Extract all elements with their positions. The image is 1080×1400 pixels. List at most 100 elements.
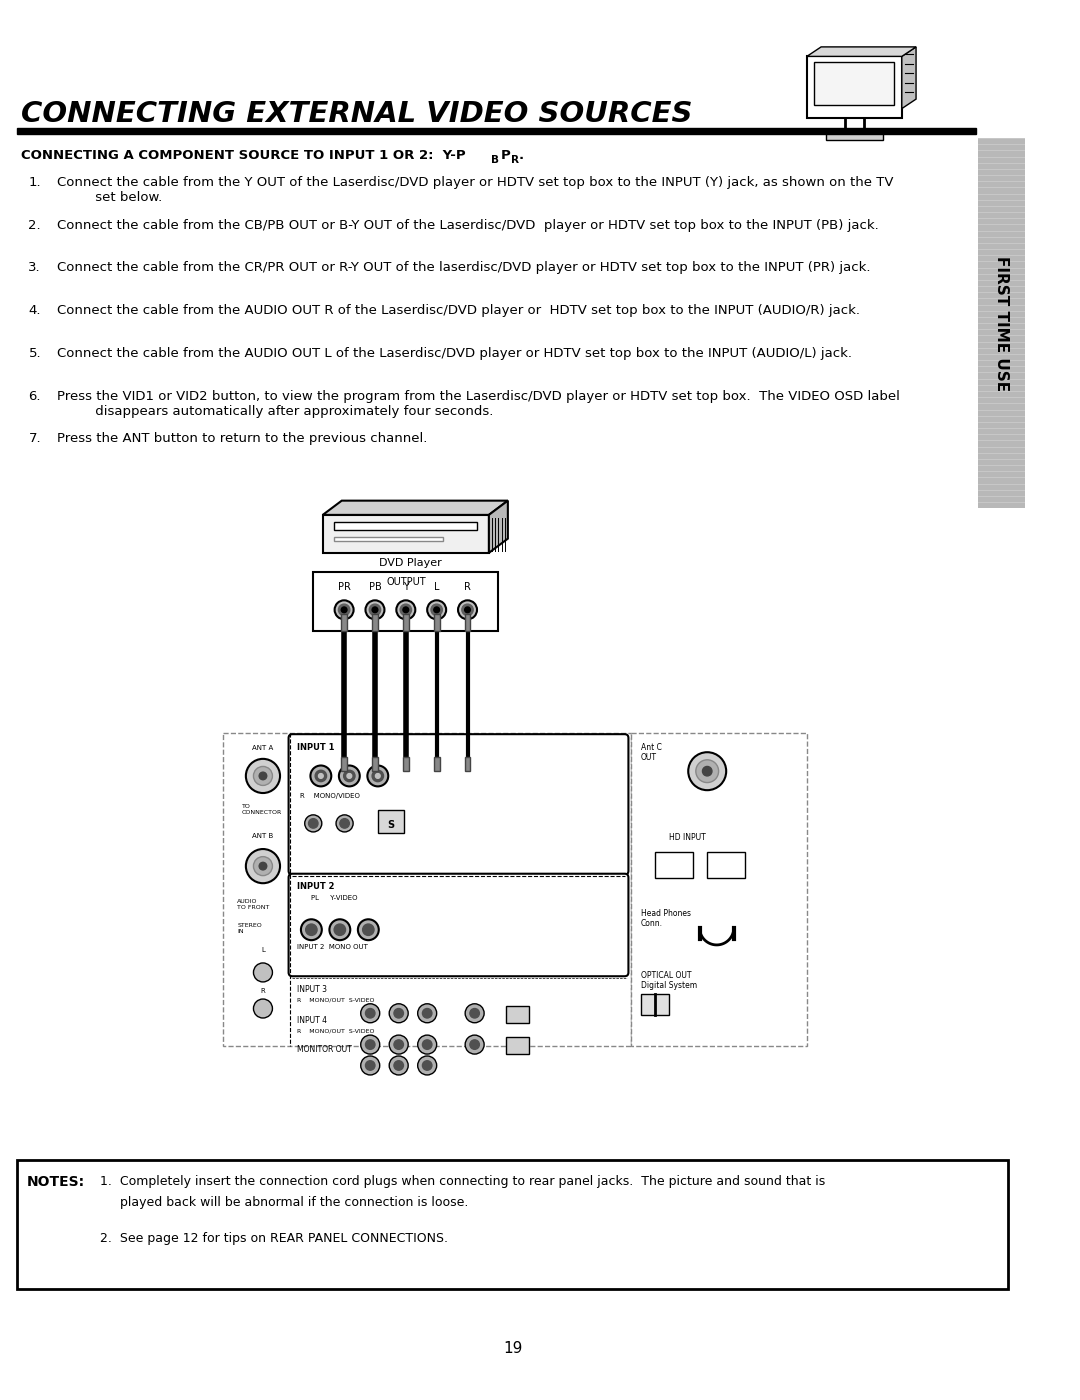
Circle shape [361,1004,380,1023]
Circle shape [305,815,322,832]
Text: 1.  Completely insert the connection cord plugs when connecting to rear panel ja: 1. Completely insert the connection cord… [99,1175,825,1187]
Circle shape [696,760,718,783]
Text: R    MONO/VIDEO: R MONO/VIDEO [300,792,360,799]
Circle shape [361,1035,380,1054]
Circle shape [254,963,272,981]
Bar [464,757,471,771]
Bar [334,522,477,531]
Text: Connect the cable from the Y OUT of the Laserdisc/DVD player or HDTV set top box: Connect the cable from the Y OUT of the … [57,176,893,204]
Circle shape [365,1061,375,1070]
Bar [341,757,347,771]
Circle shape [357,920,379,941]
Circle shape [301,920,322,941]
Bar [977,139,1025,508]
Bar [323,515,489,553]
Bar [403,757,408,771]
Bar [464,613,471,631]
Text: INPUT 1: INPUT 1 [297,743,335,752]
Circle shape [422,1040,432,1050]
Text: MONITOR OUT: MONITOR OUT [297,1044,352,1054]
Bar [826,133,882,140]
Circle shape [396,601,416,619]
Text: INPUT 2: INPUT 2 [297,882,335,892]
Circle shape [389,1056,408,1075]
Bar [373,613,378,631]
Text: NOTES:: NOTES: [27,1175,84,1189]
Circle shape [246,848,280,883]
Text: 7.: 7. [28,433,41,445]
Bar [814,62,894,105]
Circle shape [431,605,443,616]
Circle shape [434,608,440,613]
Text: R: R [260,987,266,994]
Circle shape [335,601,353,619]
Text: B: B [490,155,499,165]
Bar [505,1005,529,1023]
Circle shape [343,770,355,781]
Circle shape [336,815,353,832]
Text: R    MONO/OUT  S-VIDEO: R MONO/OUT S-VIDEO [297,1029,375,1033]
Circle shape [465,1035,484,1054]
Circle shape [338,605,350,616]
Polygon shape [323,501,508,515]
Text: 6.: 6. [28,389,41,403]
Circle shape [306,924,318,935]
Text: Connect the cable from the AUDIO OUT L of the Laserdisc/DVD player or HDTV set t: Connect the cable from the AUDIO OUT L o… [57,347,852,360]
Circle shape [365,1040,375,1050]
Text: R: R [464,582,471,592]
Circle shape [688,752,726,790]
Text: Connect the cable from the AUDIO OUT R of the Laserdisc/DVD player or  HDTV set : Connect the cable from the AUDIO OUT R o… [57,304,860,318]
Circle shape [319,774,323,778]
Bar [17,127,976,134]
Text: ANT B: ANT B [253,833,273,839]
Circle shape [394,1040,404,1050]
Text: R: R [511,155,518,165]
Bar [378,811,404,833]
Text: INPUT 2  MONO OUT: INPUT 2 MONO OUT [297,944,368,951]
Text: L: L [261,946,265,953]
Circle shape [341,608,347,613]
Text: Y: Y [403,582,408,592]
Bar [373,757,378,771]
Text: 2.: 2. [28,218,41,232]
Circle shape [403,608,408,613]
Text: Ant C
OUT: Ant C OUT [640,743,662,762]
Circle shape [315,770,326,781]
Circle shape [361,1056,380,1075]
Circle shape [465,1004,484,1023]
Bar [505,1037,529,1054]
Circle shape [310,766,332,787]
Text: R    MONO/OUT  S-VIDEO: R MONO/OUT S-VIDEO [297,997,375,1002]
Text: DVD Player: DVD Player [379,557,442,567]
Bar [341,613,347,631]
Circle shape [369,605,380,616]
Bar [654,851,693,878]
Bar [640,994,670,1015]
Circle shape [367,766,388,787]
Polygon shape [902,46,916,109]
Text: 3.: 3. [28,262,41,274]
Circle shape [365,601,384,619]
Circle shape [394,1008,404,1018]
Circle shape [458,601,477,619]
Circle shape [246,759,280,792]
Circle shape [394,1061,404,1070]
Circle shape [259,773,267,780]
Circle shape [400,605,411,616]
Text: CONNECTING A COMPONENT SOURCE TO INPUT 1 OR 2:  Y-P: CONNECTING A COMPONENT SOURCE TO INPUT 1… [21,150,465,162]
Text: Head Phones
Conn.: Head Phones Conn. [640,909,691,928]
Circle shape [329,920,350,941]
Text: 2.  See page 12 for tips on REAR PANEL CONNECTIONS.: 2. See page 12 for tips on REAR PANEL CO… [99,1232,448,1245]
Circle shape [422,1008,432,1018]
Circle shape [418,1004,436,1023]
Polygon shape [489,501,508,553]
Circle shape [373,608,378,613]
Bar [334,536,443,542]
Circle shape [363,924,374,935]
Circle shape [418,1035,436,1054]
FancyBboxPatch shape [288,734,629,875]
Text: played back will be abnormal if the connection is loose.: played back will be abnormal if the conn… [99,1197,468,1210]
Text: Connect the cable from the CR/PR OUT or R-Y OUT of the laserdisc/DVD player or H: Connect the cable from the CR/PR OUT or … [57,262,870,274]
Bar [17,1161,1008,1288]
Bar [434,757,440,771]
